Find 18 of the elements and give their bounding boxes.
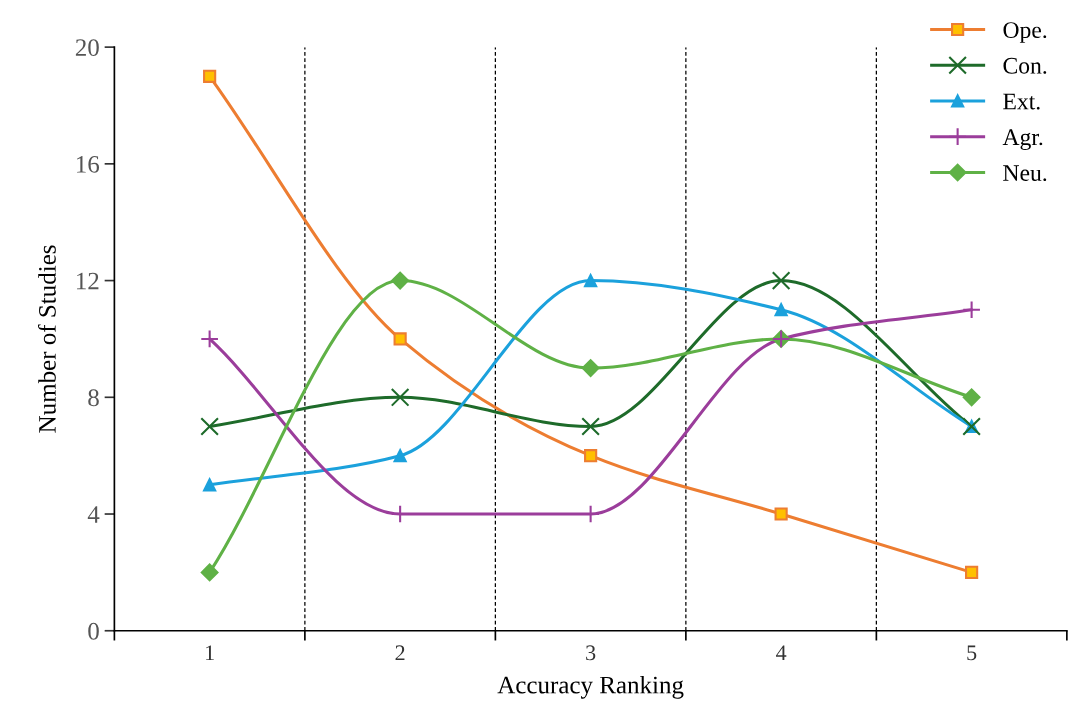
y-tick-label: 12 (77, 272, 99, 290)
x-tick-label: 3 (586, 645, 596, 661)
legend-label: Agr. (1002, 129, 1043, 151)
x-axis-title: Accuracy Ranking (497, 675, 684, 699)
x-tick-label: 1 (206, 645, 214, 661)
y-axis-title: Number of Studies (37, 245, 56, 433)
y-tick-label: 4 (87, 506, 100, 523)
y-tick-label: 16 (77, 155, 100, 173)
legend-label: Neu. (1003, 165, 1047, 182)
legend-label: Ope. (1003, 22, 1047, 43)
x-tick-label: 5 (967, 645, 977, 661)
legend-label: Ext. (1003, 93, 1040, 110)
y-tick-label: 8 (88, 389, 99, 407)
x-tick-label: 4 (776, 645, 787, 661)
legend-label: Con. (1003, 57, 1047, 74)
x-tick-label: 2 (395, 645, 405, 661)
y-tick-label: 0 (88, 622, 99, 640)
y-tick-label: 20 (75, 39, 99, 57)
